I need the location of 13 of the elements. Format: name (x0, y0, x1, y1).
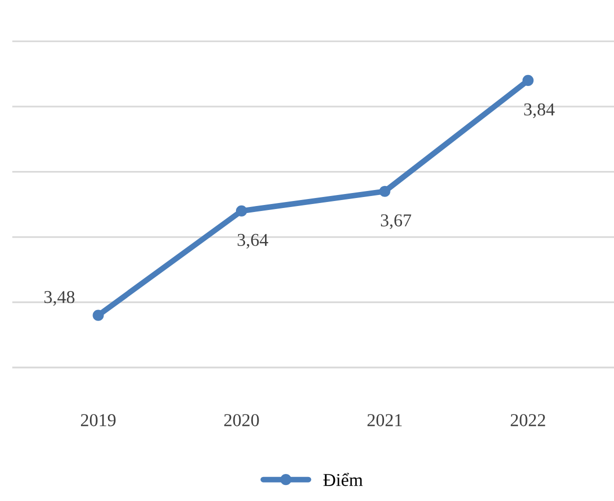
point (236, 205, 248, 216)
data-label: 3,48 (44, 290, 74, 306)
x-tick-label: 2022 (510, 414, 546, 426)
legend-label: Điểm (323, 472, 363, 486)
data-label: 3,64 (238, 234, 268, 249)
x-tick-label: 2019 (80, 414, 116, 426)
data-label: 3,84 (524, 103, 555, 118)
x-tick-label: 2020 (224, 414, 259, 426)
data-label: 3,67 (380, 214, 412, 230)
point (379, 186, 390, 197)
point (522, 74, 534, 86)
point (92, 310, 104, 321)
x-tick-label: 2021 (368, 414, 402, 426)
